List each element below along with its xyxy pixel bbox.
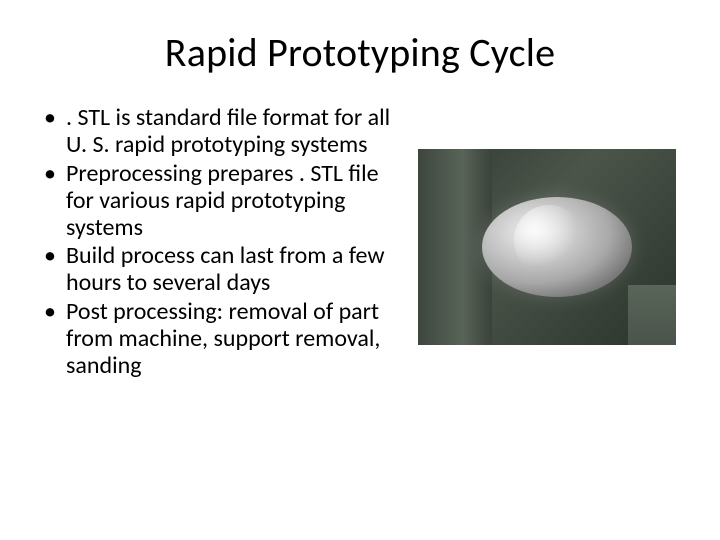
slide: Rapid Prototyping Cycle . STL is standar… xyxy=(0,0,720,540)
photo-fixture-right xyxy=(628,285,676,345)
photo-fixture-left xyxy=(418,149,492,345)
bullet-item: Preprocessing prepares . STL file for va… xyxy=(40,161,400,242)
bullet-item: . STL is standard file format for all U.… xyxy=(40,105,400,159)
image-container xyxy=(418,149,676,345)
slide-title: Rapid Prototyping Cycle xyxy=(40,28,680,77)
machined-part-photo xyxy=(418,149,676,345)
bullet-item: Post processing: removal of part from ma… xyxy=(40,299,400,380)
bullet-item: Build process can last from a few hours … xyxy=(40,243,400,297)
photo-highlight xyxy=(514,205,584,275)
bullet-list: . STL is standard file format for all U.… xyxy=(40,105,400,382)
content-row: . STL is standard file format for all U.… xyxy=(40,105,680,382)
